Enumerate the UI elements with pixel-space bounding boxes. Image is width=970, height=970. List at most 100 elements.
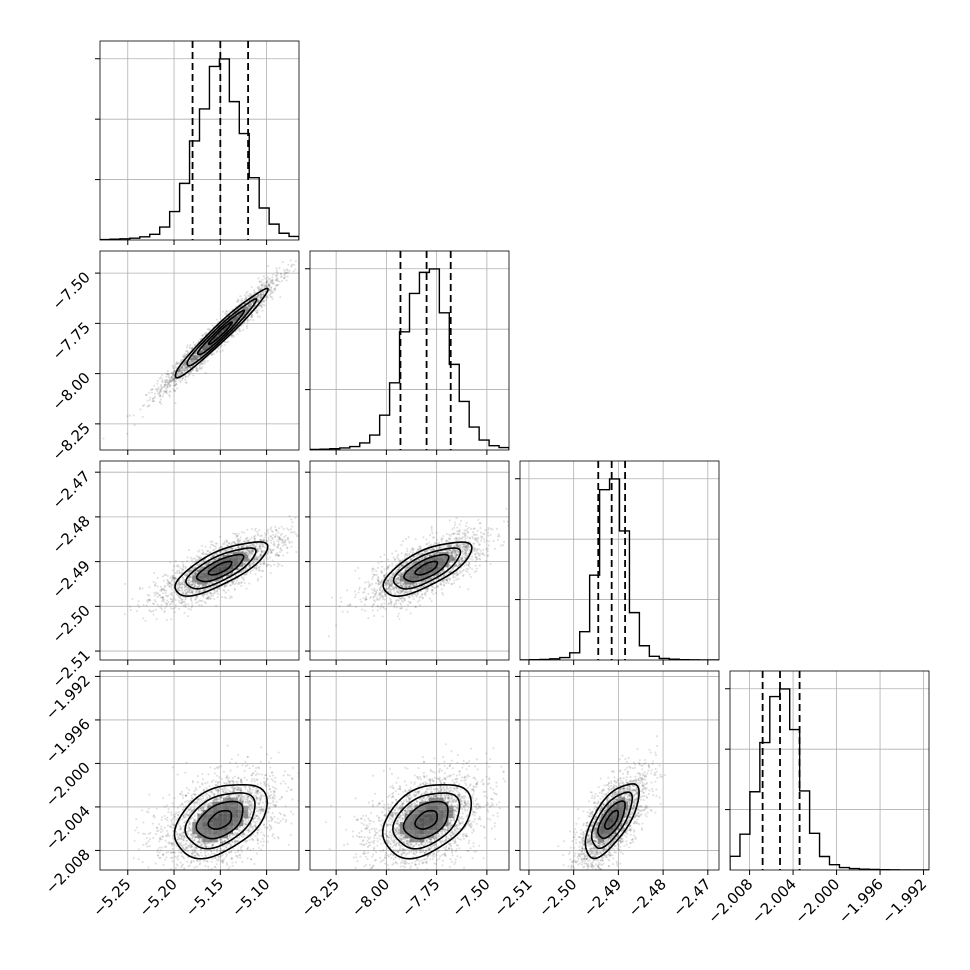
sample-point [279, 533, 282, 537]
sample-point [189, 371, 193, 374]
sample-point [283, 274, 286, 277]
sample-point [249, 555, 252, 558]
sample-point [194, 368, 197, 371]
sample-point [168, 395, 171, 398]
sample-point [273, 540, 276, 543]
sample-point [126, 432, 129, 435]
sample-point [146, 600, 149, 603]
sample-point [261, 544, 264, 547]
sample-point [164, 591, 167, 594]
sample-point [253, 290, 256, 293]
sample-point [202, 552, 205, 555]
sample-point [244, 540, 247, 543]
sample-point [246, 528, 249, 531]
sample-point [147, 598, 151, 601]
sample-point [194, 572, 197, 575]
sample-point [227, 340, 230, 343]
sample-point [289, 531, 292, 534]
sample-point [245, 548, 249, 551]
sample-point [190, 584, 193, 587]
sample-point [229, 584, 232, 587]
sample-point [246, 322, 249, 325]
sample-point [183, 364, 186, 367]
sample-point [267, 550, 270, 554]
sample-point [186, 572, 189, 575]
sample-point [180, 365, 183, 368]
sample-point [253, 566, 256, 569]
tick-label-y-p2-1: −2.50 [49, 601, 94, 646]
sample-point [186, 366, 189, 369]
sample-point [165, 391, 168, 394]
sample-point [230, 546, 233, 550]
sample-point [260, 569, 263, 572]
sample-point [270, 541, 273, 544]
sample-point [202, 333, 205, 336]
sample-point [265, 295, 268, 298]
sample-point [253, 536, 256, 539]
sample-point [257, 556, 260, 559]
sample-point [172, 594, 175, 597]
sample-point [184, 605, 187, 609]
sample-point [189, 583, 192, 586]
sample-point [278, 266, 281, 270]
sample-point [237, 546, 240, 549]
sample-point [258, 547, 262, 550]
sample-point [197, 355, 200, 359]
sample-point [184, 354, 187, 357]
sample-point [182, 576, 185, 579]
sample-point [237, 539, 240, 543]
sample-point [165, 602, 168, 605]
sample-point [283, 541, 287, 544]
sample-point [266, 558, 269, 561]
sample-point [220, 551, 223, 554]
sample-point [254, 565, 258, 568]
sample-point [172, 576, 175, 579]
sample-point [249, 570, 252, 573]
sample-point [234, 547, 237, 550]
sample-point [179, 381, 182, 384]
sample-point [243, 551, 246, 555]
sample-point [141, 587, 144, 590]
sample-point [159, 585, 163, 588]
sample-point [184, 584, 187, 587]
sample-point [184, 596, 187, 599]
sample-point [170, 602, 173, 605]
sample-point [180, 367, 183, 370]
sample-point [170, 375, 173, 379]
sample-point [306, 243, 308, 245]
sample-point [173, 378, 176, 381]
sample-point [235, 300, 239, 303]
sample-point [180, 571, 183, 575]
sample-point [179, 369, 182, 372]
sample-point [168, 379, 171, 382]
sample-point [173, 375, 176, 378]
sample-point [233, 588, 237, 591]
sample-point [250, 562, 253, 565]
density-cell [233, 557, 239, 561]
sample-point [208, 596, 211, 599]
sample-point [261, 291, 264, 294]
sample-point [189, 359, 192, 362]
sample-point [152, 602, 155, 605]
sample-point [159, 400, 162, 403]
sample-point [262, 538, 265, 541]
sample-point [250, 303, 253, 306]
sample-point [198, 590, 201, 593]
sample-point [167, 385, 170, 388]
sample-point [168, 384, 172, 387]
sample-point [267, 265, 270, 268]
sample-point [270, 551, 273, 554]
sample-point [172, 607, 175, 610]
density-cell [192, 575, 198, 579]
sample-point [188, 590, 191, 594]
contour-level-0 [207, 560, 233, 576]
sample-point [268, 294, 271, 297]
sample-point [203, 589, 206, 592]
sample-point [270, 550, 273, 553]
sample-point [205, 584, 208, 587]
sample-point [168, 585, 171, 588]
sample-point [190, 568, 193, 571]
sample-point [166, 385, 169, 389]
sample-point [258, 315, 261, 319]
sample-point [286, 269, 289, 272]
